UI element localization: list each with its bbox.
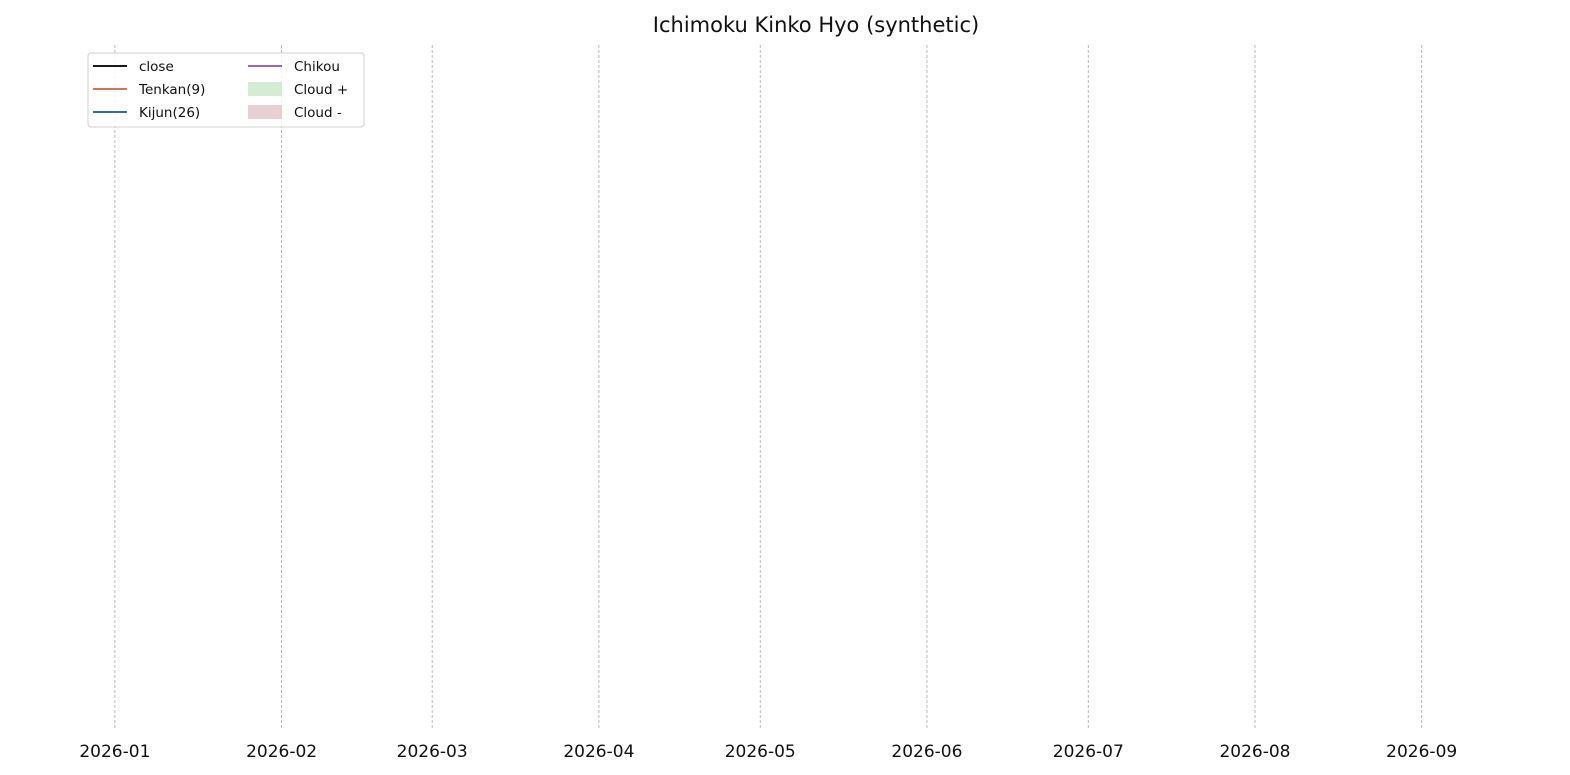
legend-label: Tenkan(9) [138, 82, 205, 98]
legend-item: Chikou [248, 59, 340, 75]
x-tick-label: 2026-04 [563, 742, 634, 762]
legend-label: Cloud - [294, 105, 342, 121]
legend-swatch-patch [248, 105, 282, 119]
grid [114, 45, 1423, 730]
legend: close Tenkan(9) Kijun(26) Chikou Cloud + Clou… [87, 52, 365, 128]
legend-label: Kijun(26) [139, 105, 200, 121]
legend-label: Chikou [294, 59, 340, 75]
legend-swatch-patch [248, 82, 282, 96]
x-tick-label: 2026-06 [891, 742, 962, 762]
x-tick-label: 2026-05 [725, 742, 796, 762]
x-tick-label: 2026-01 [79, 742, 150, 762]
chart-title: Ichimoku Kinko Hyo (synthetic) [653, 13, 979, 37]
x-tick-label: 2026-07 [1053, 742, 1124, 762]
legend-item: Tenkan(9) [93, 82, 205, 98]
legend-item: Cloud + [248, 82, 348, 98]
legend-item: Cloud - [248, 105, 342, 121]
x-tick-label: 2026-09 [1386, 742, 1457, 762]
x-axis-ticks: 2026-01 2026-02 2026-03 2026-04 2026-05 2026-… [79, 742, 1457, 762]
legend-item: close [93, 59, 174, 75]
legend-label: close [139, 59, 174, 75]
legend-label: Cloud + [294, 82, 348, 98]
x-tick-label: 2026-03 [397, 742, 468, 762]
legend-item: Kijun(26) [93, 105, 200, 121]
legend-box [87, 52, 365, 128]
x-tick-label: 2026-02 [246, 742, 317, 762]
x-tick-label: 2026-08 [1219, 742, 1290, 762]
